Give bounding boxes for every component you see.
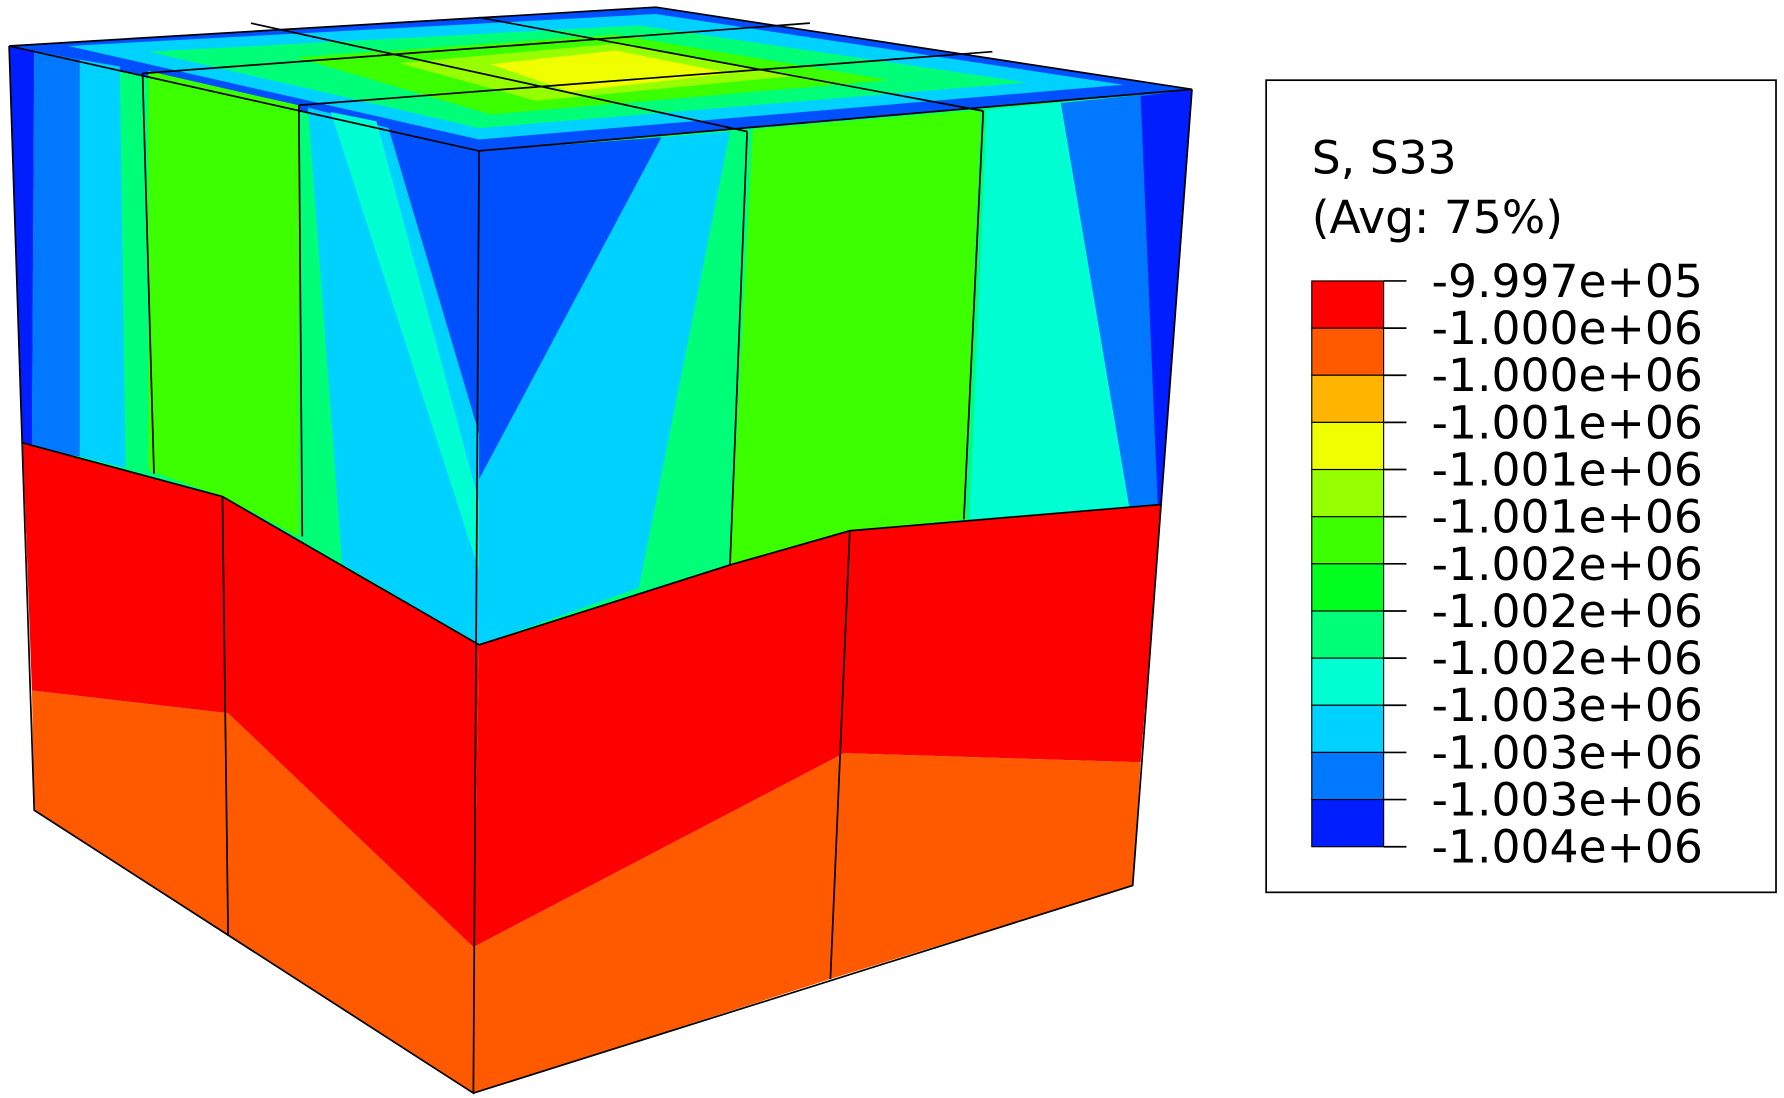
legend-label: -9.997e+05	[1432, 255, 1703, 308]
legend-swatch	[1311, 798, 1385, 848]
legend-swatch	[1311, 657, 1385, 706]
legend-swatch	[1311, 610, 1385, 659]
mesh-lines	[8, 6, 1193, 1095]
contour-band	[1140, 89, 1192, 505]
legend-label: -1.000e+06	[1432, 302, 1703, 355]
contour-band	[31, 50, 80, 457]
edge	[298, 50, 993, 107]
edge	[297, 105, 304, 537]
edge	[963, 110, 985, 520]
edge	[141, 73, 155, 474]
contour-band	[330, 112, 480, 571]
legend-label: -1.002e+06	[1432, 538, 1703, 591]
legend-swatch	[1311, 468, 1385, 518]
model	[8, 6, 1193, 1095]
legend-swatch	[1311, 516, 1385, 565]
contour-band	[79, 59, 126, 469]
contour-band	[730, 109, 981, 565]
legend-label: -1.003e+06	[1432, 774, 1703, 827]
legend-label: -1.001e+06	[1432, 491, 1703, 544]
legend-swatch	[1311, 563, 1385, 612]
contour-band	[31, 690, 474, 1094]
legend-label: -1.003e+06	[1432, 726, 1703, 779]
contour-band	[473, 504, 1162, 948]
legend-label: -1.001e+06	[1432, 396, 1703, 449]
legend: S, S33 (Avg: 75%) -9.997e+05-1.000e+06-1…	[1265, 79, 1777, 894]
contour-band	[490, 50, 731, 92]
contour-band	[148, 71, 299, 537]
legend-swatch	[1311, 421, 1385, 471]
legend-label: -1.004e+06	[1432, 821, 1703, 874]
edge	[478, 16, 984, 112]
contour-band	[22, 442, 480, 948]
contour-band	[479, 131, 731, 645]
edge	[8, 45, 480, 1095]
edge	[473, 89, 1193, 1094]
legend-label: -1.000e+06	[1432, 349, 1703, 402]
contour-band	[473, 753, 1141, 1094]
legend-swatch	[1311, 704, 1385, 753]
contour-band	[9, 45, 35, 448]
edge	[22, 442, 1162, 646]
legend-subtitle: (Avg: 75%)	[1312, 191, 1563, 244]
legend-swatch	[1311, 374, 1385, 423]
legend-swatch	[1311, 327, 1385, 376]
edge	[829, 530, 851, 980]
edge	[221, 496, 229, 936]
legend-title: S, S33	[1312, 132, 1457, 185]
legend-swatch	[1311, 751, 1385, 801]
legend-swatch	[1311, 280, 1385, 329]
legend-label: -1.002e+06	[1432, 585, 1703, 638]
edge	[250, 22, 748, 133]
legend-label: -1.001e+06	[1432, 444, 1703, 497]
edge	[729, 131, 748, 566]
edge	[142, 22, 810, 75]
legend-label: -1.002e+06	[1432, 632, 1703, 685]
legend-label: -1.003e+06	[1432, 679, 1703, 732]
